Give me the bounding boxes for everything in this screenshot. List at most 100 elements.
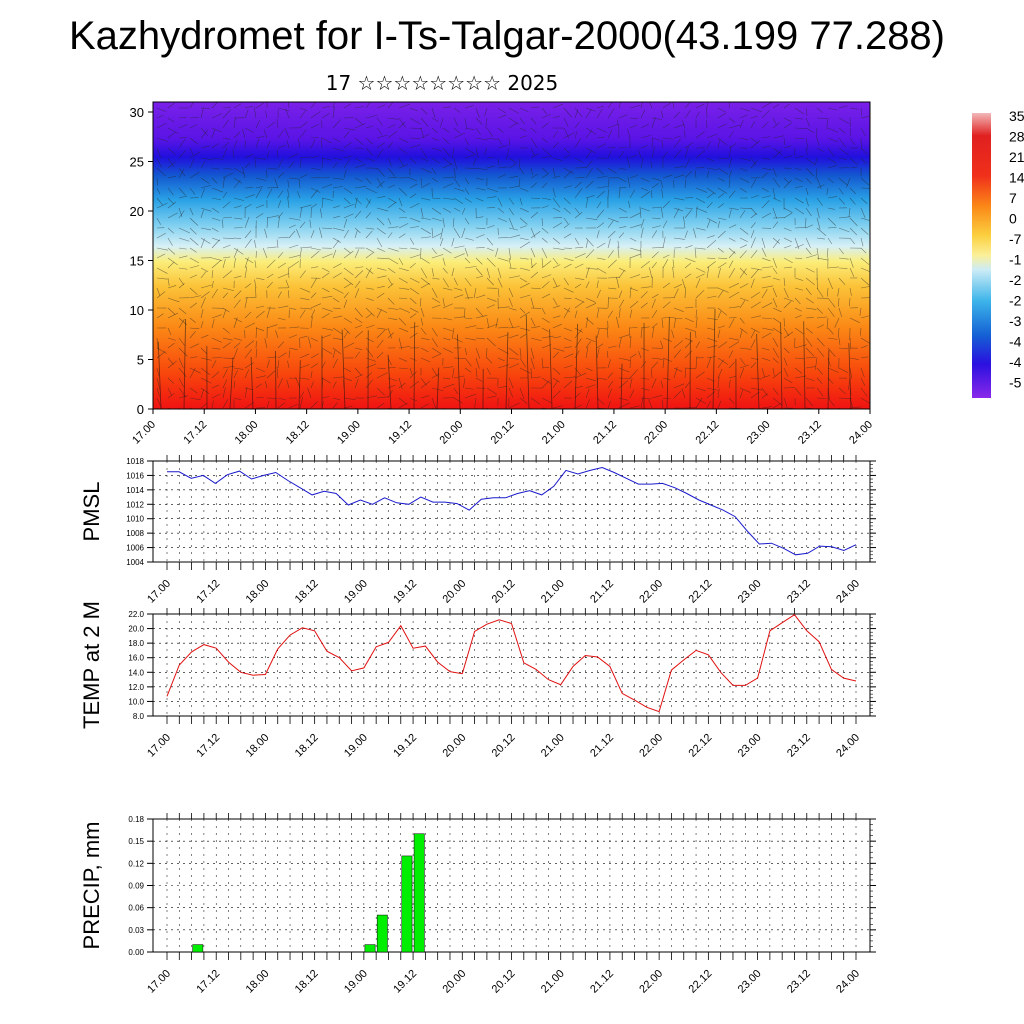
wind-barb xyxy=(606,350,609,359)
wind-barb xyxy=(332,358,338,369)
wind-barb xyxy=(695,397,707,404)
wind-barb xyxy=(585,237,594,247)
wind-barb xyxy=(298,360,301,409)
x-tick-label: 19.00 xyxy=(342,732,370,760)
wind-barb xyxy=(563,307,571,319)
wind-barb xyxy=(167,387,173,396)
wind-barb xyxy=(354,197,362,205)
wind-barb xyxy=(321,112,330,119)
wind-barb xyxy=(189,151,201,159)
wind-barb xyxy=(167,377,174,384)
wind-barb xyxy=(563,167,574,175)
wind-barb xyxy=(860,197,868,204)
wind-barb xyxy=(739,107,751,112)
wind-barb xyxy=(739,114,748,119)
wind-barb xyxy=(530,257,533,268)
wind-barb xyxy=(662,220,668,229)
wind-barb xyxy=(475,257,483,265)
wind-barb xyxy=(508,107,519,114)
wind-barb xyxy=(772,187,776,200)
wind-barb xyxy=(805,307,817,310)
wind-barb xyxy=(376,237,383,248)
wind-barb xyxy=(574,246,584,249)
wind-barb xyxy=(222,109,232,119)
wind-barb xyxy=(695,206,698,219)
wind-barb xyxy=(530,317,536,327)
wind-barb xyxy=(365,147,373,156)
wind-barb xyxy=(497,267,502,279)
wind-barb xyxy=(233,131,241,139)
wind-barb xyxy=(783,301,792,309)
wind-barb xyxy=(178,319,185,329)
wind-barb xyxy=(761,257,771,262)
wind-barb xyxy=(420,282,430,289)
wind-barb xyxy=(343,155,352,159)
wind-barb xyxy=(684,327,695,332)
wind-barb xyxy=(618,267,626,272)
wind-barb xyxy=(200,129,208,139)
wind-barb xyxy=(750,237,756,249)
wind-barb xyxy=(849,337,852,350)
wind-barb xyxy=(321,313,330,319)
wind-barb xyxy=(607,276,620,279)
series-line xyxy=(166,614,857,713)
wind-barb xyxy=(266,324,278,329)
wind-barb xyxy=(332,106,335,119)
wind-barb xyxy=(651,225,661,229)
wind-barb xyxy=(783,245,792,249)
wind-barb xyxy=(739,357,746,366)
wind-barb xyxy=(200,107,204,119)
wind-barb xyxy=(837,287,840,297)
x-tick-label: 24.00 xyxy=(847,419,875,447)
wind-barb xyxy=(684,337,693,342)
wind-barb xyxy=(859,307,862,316)
wind-barb xyxy=(629,189,636,199)
wind-barb xyxy=(860,107,863,116)
wind-barb xyxy=(706,356,712,369)
wind-barb xyxy=(640,396,644,409)
wind-barb xyxy=(431,304,441,309)
wind-barb xyxy=(660,380,664,389)
wind-barb xyxy=(816,377,823,384)
wind-barb xyxy=(321,377,331,384)
wind-barb xyxy=(717,137,728,146)
wind-barb xyxy=(673,197,685,201)
wind-barb xyxy=(783,297,794,302)
wind-barb xyxy=(706,295,717,299)
wind-barb xyxy=(640,191,651,199)
wind-barb xyxy=(255,157,266,160)
y-tick-label: 5 xyxy=(137,353,144,368)
wind-barb xyxy=(409,277,420,284)
wind-barb xyxy=(167,357,174,365)
wind-barb xyxy=(299,270,306,279)
wind-barb xyxy=(728,379,731,389)
wind-barb xyxy=(596,209,605,219)
wind-barb xyxy=(436,367,440,409)
wind-barb xyxy=(255,204,265,209)
wind-barb xyxy=(706,217,717,224)
wind-barb xyxy=(464,147,475,155)
wind-barb xyxy=(827,217,837,226)
wind-barb xyxy=(420,227,431,235)
wind-barb xyxy=(827,266,839,269)
wind-barb xyxy=(475,357,480,369)
wind-barb xyxy=(321,287,330,293)
wind-barb xyxy=(276,149,279,159)
wind-barb xyxy=(750,137,758,144)
wind-barb xyxy=(506,147,510,160)
wind-barb xyxy=(178,337,185,346)
wind-barb xyxy=(156,247,168,251)
wind-barb xyxy=(376,247,386,252)
wind-barb xyxy=(277,360,280,369)
wind-barb xyxy=(816,277,818,290)
wind-barb xyxy=(827,297,836,308)
wind-barb xyxy=(387,317,398,321)
wind-barb xyxy=(563,132,575,139)
wind-barb xyxy=(706,239,717,249)
wind-barb xyxy=(728,291,740,299)
wind-barb xyxy=(717,217,727,221)
wind-barb xyxy=(250,357,254,409)
wind-barb xyxy=(453,387,458,395)
wind-barb xyxy=(299,121,308,129)
wind-barb xyxy=(189,217,199,226)
